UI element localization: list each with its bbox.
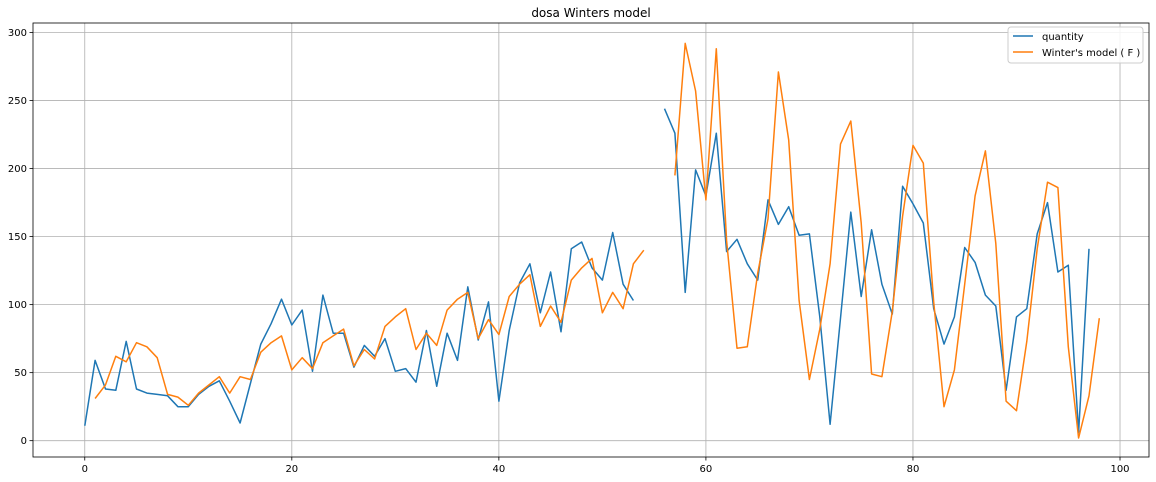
x-tick-label: 40	[492, 464, 505, 475]
x-tick-label: 20	[285, 464, 298, 475]
y-tick-label: 0	[21, 436, 27, 447]
axis-ticks: 0 20 40 60 80 100 0 50 100 150 200 250 300	[8, 28, 1130, 475]
plot-frame	[32, 22, 1150, 458]
series-line-winters-model	[94, 249, 645, 407]
legend-box	[1007, 26, 1144, 64]
y-tick-label: 150	[8, 232, 27, 243]
y-tick-label: 200	[8, 164, 27, 175]
series-line-winters-model	[674, 42, 1101, 439]
y-tick-label: 50	[14, 368, 27, 379]
x-tick-label: 0	[82, 464, 88, 475]
x-tick-label: 100	[1110, 464, 1129, 475]
series-lines	[84, 42, 1101, 439]
x-tick-label: 60	[700, 464, 713, 475]
y-tick-label: 100	[8, 300, 27, 311]
chart-title: dosa Winters model	[531, 6, 650, 20]
legend: quantity Winter's model ( F )	[1007, 26, 1144, 64]
x-tick-label: 80	[907, 464, 920, 475]
grid-lines	[33, 23, 1149, 457]
legend-label-quantity: quantity	[1042, 32, 1084, 43]
series-line-quantity	[663, 108, 1090, 434]
legend-label-winters-model: Winter's model ( F )	[1042, 48, 1140, 59]
y-tick-label: 300	[8, 28, 27, 39]
y-tick-label: 250	[8, 96, 27, 107]
